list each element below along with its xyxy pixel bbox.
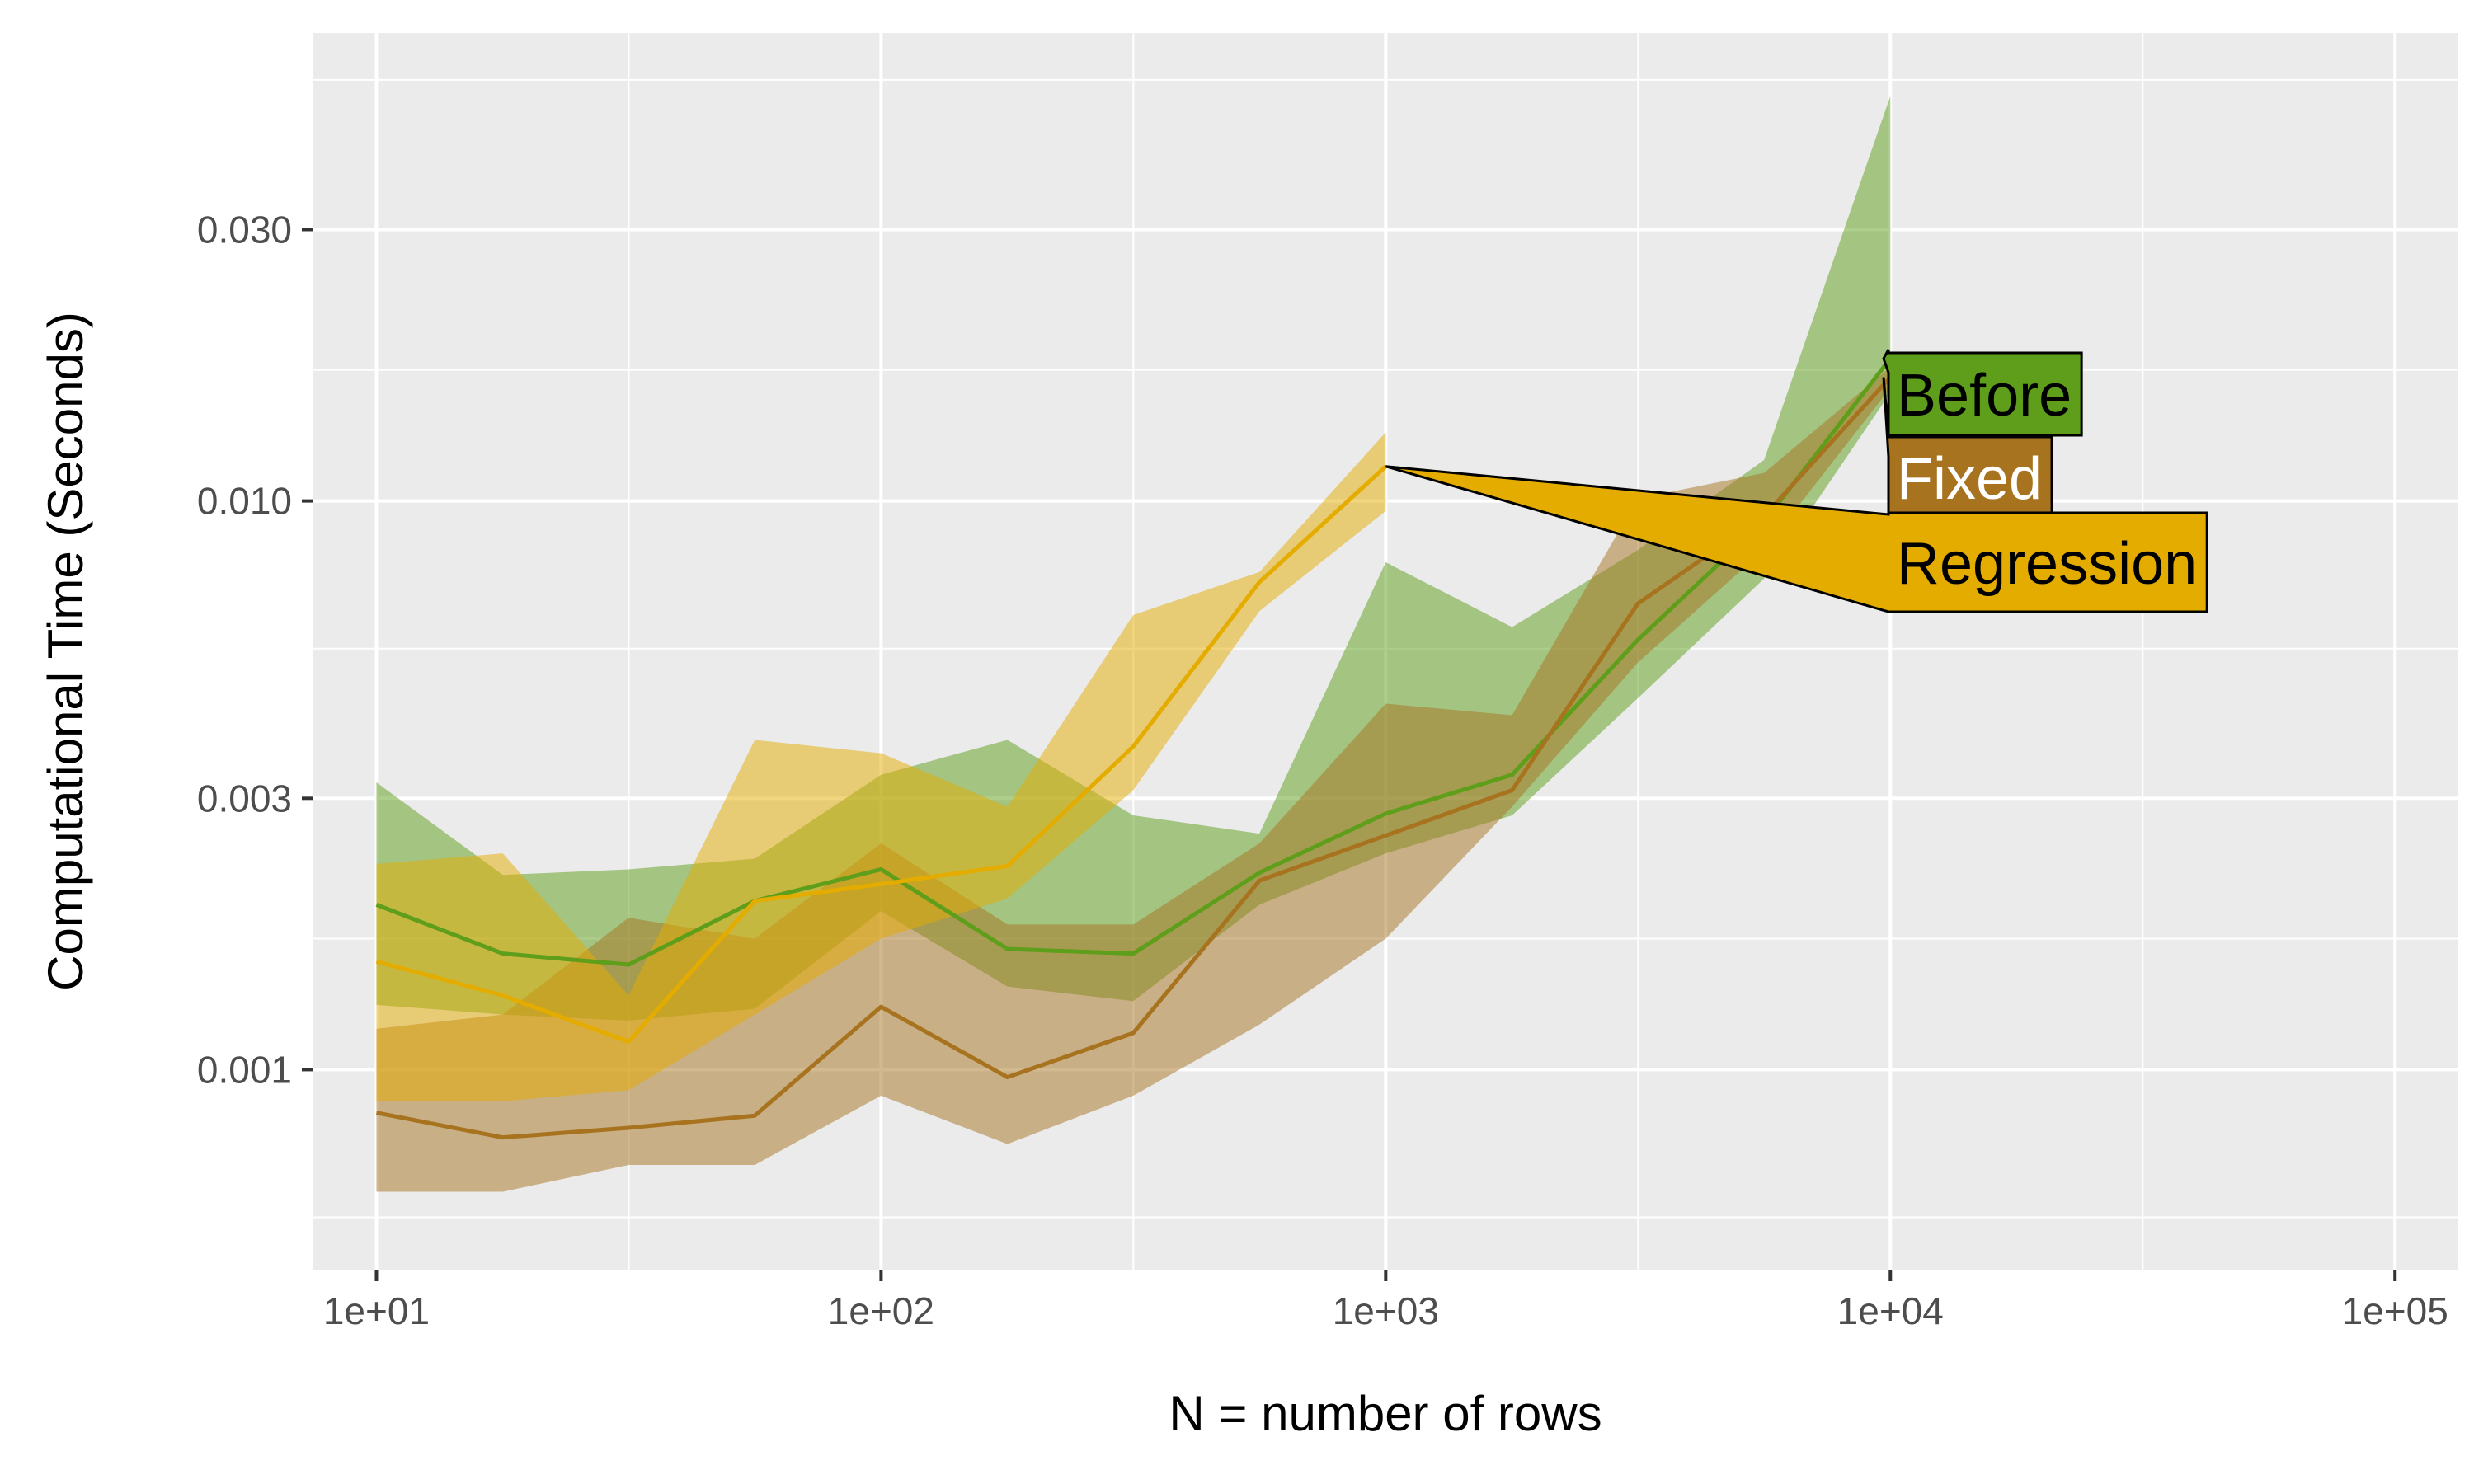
x-tick-label: 1e+03 xyxy=(1333,1289,1439,1332)
fixed-line xyxy=(375,375,1893,1140)
x-axis: 1e+01 1e+02 1e+03 1e+04 1e+05 xyxy=(323,1270,2448,1332)
before-label-text: Before xyxy=(1897,363,2072,429)
series-lines xyxy=(375,357,1893,1140)
before-line xyxy=(375,357,1893,967)
x-axis-title: N = number of rows xyxy=(1169,1386,1602,1441)
y-axis: 0.001 0.003 0.010 0.030 xyxy=(197,208,313,1091)
regression-label-text: Regression xyxy=(1897,531,2197,597)
y-tick-label: 0.001 xyxy=(197,1048,292,1091)
y-tick-label: 0.003 xyxy=(197,777,292,819)
regression-line xyxy=(375,464,1388,1044)
x-tick-label: 1e+01 xyxy=(323,1289,430,1332)
before-label-box xyxy=(1882,349,2083,437)
series-direct-labels: Before Fixed Regression xyxy=(1385,349,2208,613)
regression-label-box xyxy=(1385,465,2208,613)
regression-ribbon xyxy=(376,432,1386,1101)
y-tick-label: 0.030 xyxy=(197,208,292,251)
y-axis-title: Computational Time (Seconds) xyxy=(38,312,93,991)
fixed-label-box xyxy=(1882,377,2053,519)
fixed-label-text: Fixed xyxy=(1897,446,2042,512)
x-tick-label: 1e+04 xyxy=(1837,1289,1944,1332)
x-tick-label: 1e+02 xyxy=(828,1289,934,1332)
y-tick-label: 0.010 xyxy=(197,480,292,523)
x-tick-label: 1e+05 xyxy=(2342,1289,2448,1332)
